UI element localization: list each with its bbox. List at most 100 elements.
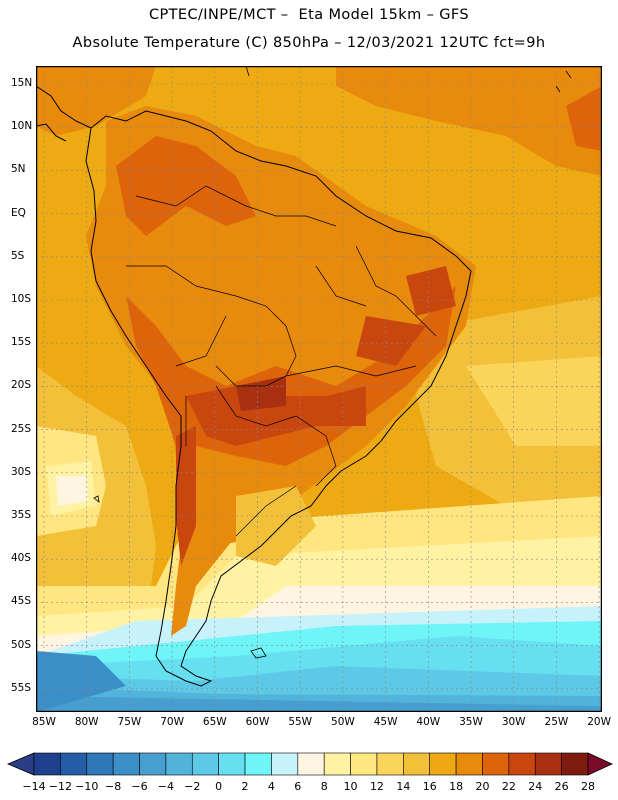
colorbar-swatch bbox=[297, 752, 325, 776]
country-borders bbox=[126, 185, 437, 537]
longitude-label: 45W bbox=[373, 716, 398, 728]
longitude-label: 25W bbox=[544, 716, 569, 728]
colorbar-label: 2 bbox=[241, 780, 249, 793]
colorbar-swatch bbox=[60, 752, 88, 776]
colorbar-swatch bbox=[455, 752, 483, 776]
land-hot5 bbox=[356, 316, 426, 366]
colorbar-label: −2 bbox=[184, 780, 201, 793]
map-frame bbox=[36, 66, 602, 712]
longitude-label: 35W bbox=[459, 716, 483, 728]
colorbar-label: 24 bbox=[528, 780, 543, 793]
chart-title-line2: Absolute Temperature (C) 850hPa – 12/03/… bbox=[72, 35, 546, 51]
land-hot6 bbox=[176, 426, 196, 566]
longitude-label: 80W bbox=[74, 716, 99, 728]
land-hot1 bbox=[116, 136, 256, 236]
colorbar-swatch bbox=[508, 752, 536, 776]
colorbar-swatch bbox=[429, 752, 457, 776]
temperature-map bbox=[36, 66, 602, 712]
field-pacific-cream bbox=[56, 476, 88, 506]
colorbar-label: −6 bbox=[131, 780, 148, 793]
land-pale-pampas bbox=[236, 486, 316, 566]
coastline-central-america bbox=[36, 85, 92, 142]
chart-title-line1: CPTEC/INPE/MCT – Eta Model 15km – GFS bbox=[148, 7, 470, 23]
field-sw-blue bbox=[36, 651, 126, 712]
colorbar-label: 16 bbox=[422, 780, 437, 793]
latitude-label: 55S bbox=[11, 681, 32, 694]
colorbar-label: −14 bbox=[22, 780, 46, 793]
latitude-label: EQ bbox=[11, 206, 26, 219]
latitude-label: 40S bbox=[11, 552, 32, 565]
colorbar bbox=[6, 752, 613, 776]
latitude-label: 45S bbox=[11, 595, 32, 608]
coastline-caribbean bbox=[245, 66, 572, 93]
land-hot4 bbox=[406, 266, 456, 316]
latitude-label: 50S bbox=[11, 638, 32, 651]
land-hot3 bbox=[186, 386, 366, 446]
colorbar-swatch bbox=[244, 752, 272, 776]
latitude-label: 30S bbox=[11, 465, 32, 478]
colorbar-label: 22 bbox=[501, 780, 516, 793]
colorbar-label: 6 bbox=[294, 780, 302, 793]
colorbar-swatch bbox=[112, 752, 140, 776]
longitude-label: 30W bbox=[501, 716, 526, 728]
colorbar-label: −12 bbox=[48, 780, 72, 793]
colorbar-low-arrow bbox=[6, 752, 35, 776]
colorbar-label: 10 bbox=[343, 780, 358, 793]
colorbar-swatch bbox=[376, 752, 404, 776]
latitude-label: 10N bbox=[11, 120, 33, 133]
grid-lines bbox=[36, 66, 602, 712]
longitude-label: 40W bbox=[416, 716, 441, 728]
longitude-label: 55W bbox=[288, 716, 313, 728]
longitude-label: 65W bbox=[202, 716, 227, 728]
colorbar-label: 26 bbox=[554, 780, 569, 793]
colorbar-label: 20 bbox=[475, 780, 490, 793]
longitude-label: 50W bbox=[331, 716, 355, 728]
colorbar-swatch bbox=[165, 752, 193, 776]
latitude-label: 5S bbox=[11, 249, 25, 262]
colorbar-swatch bbox=[534, 752, 562, 776]
colorbar-label: 4 bbox=[267, 780, 275, 793]
colorbar-swatch bbox=[482, 752, 510, 776]
colorbar-label: −8 bbox=[105, 780, 122, 793]
latitude-label: 20S bbox=[11, 379, 32, 392]
colorbar-swatch bbox=[139, 752, 167, 776]
land-hot7 bbox=[236, 376, 286, 411]
colorbar-swatch bbox=[323, 752, 351, 776]
colorbar-swatch bbox=[271, 752, 299, 776]
latitude-label: 5N bbox=[11, 163, 26, 176]
colorbar-label: 8 bbox=[320, 780, 328, 793]
field-north-warm bbox=[336, 66, 602, 176]
colorbar-label: −4 bbox=[157, 780, 174, 793]
colorbar-swatch bbox=[33, 752, 61, 776]
longitude-label: 75W bbox=[117, 716, 142, 728]
latitude-label: 15N bbox=[11, 77, 33, 89]
field-north-hot bbox=[566, 86, 602, 151]
latitude-label: 10S bbox=[11, 293, 32, 305]
coastline-south-america bbox=[85, 110, 472, 687]
field-south-blue3 bbox=[36, 696, 602, 712]
colorbar-label: 14 bbox=[396, 780, 411, 793]
falklands bbox=[250, 647, 267, 659]
colorbar-swatch bbox=[191, 752, 219, 776]
colorbar-label: 0 bbox=[215, 780, 223, 793]
latitude-label: 25S bbox=[11, 422, 32, 435]
colorbar-swatch bbox=[86, 752, 114, 776]
longitude-label: 60W bbox=[245, 716, 270, 728]
colorbar-label: −10 bbox=[75, 780, 99, 793]
field-east-pale2 bbox=[466, 356, 602, 446]
longitude-label: 85W bbox=[32, 716, 56, 728]
longitude-label: 20W bbox=[587, 716, 611, 728]
colorbar-label: 28 bbox=[581, 780, 595, 793]
colorbar-high-arrow bbox=[587, 752, 613, 776]
colorbar-swatch bbox=[403, 752, 431, 776]
field-nw-warm bbox=[36, 66, 156, 136]
colorbar-swatch bbox=[218, 752, 246, 776]
longitude-label: 70W bbox=[160, 716, 184, 728]
colorbar-label: 12 bbox=[369, 780, 384, 793]
colorbar-label: 18 bbox=[449, 780, 464, 793]
latitude-label: 15S bbox=[11, 336, 32, 349]
latitude-label: 35S bbox=[11, 509, 32, 521]
island-small bbox=[93, 495, 100, 503]
colorbar-swatch bbox=[350, 752, 378, 776]
colorbar-swatch bbox=[561, 752, 589, 776]
